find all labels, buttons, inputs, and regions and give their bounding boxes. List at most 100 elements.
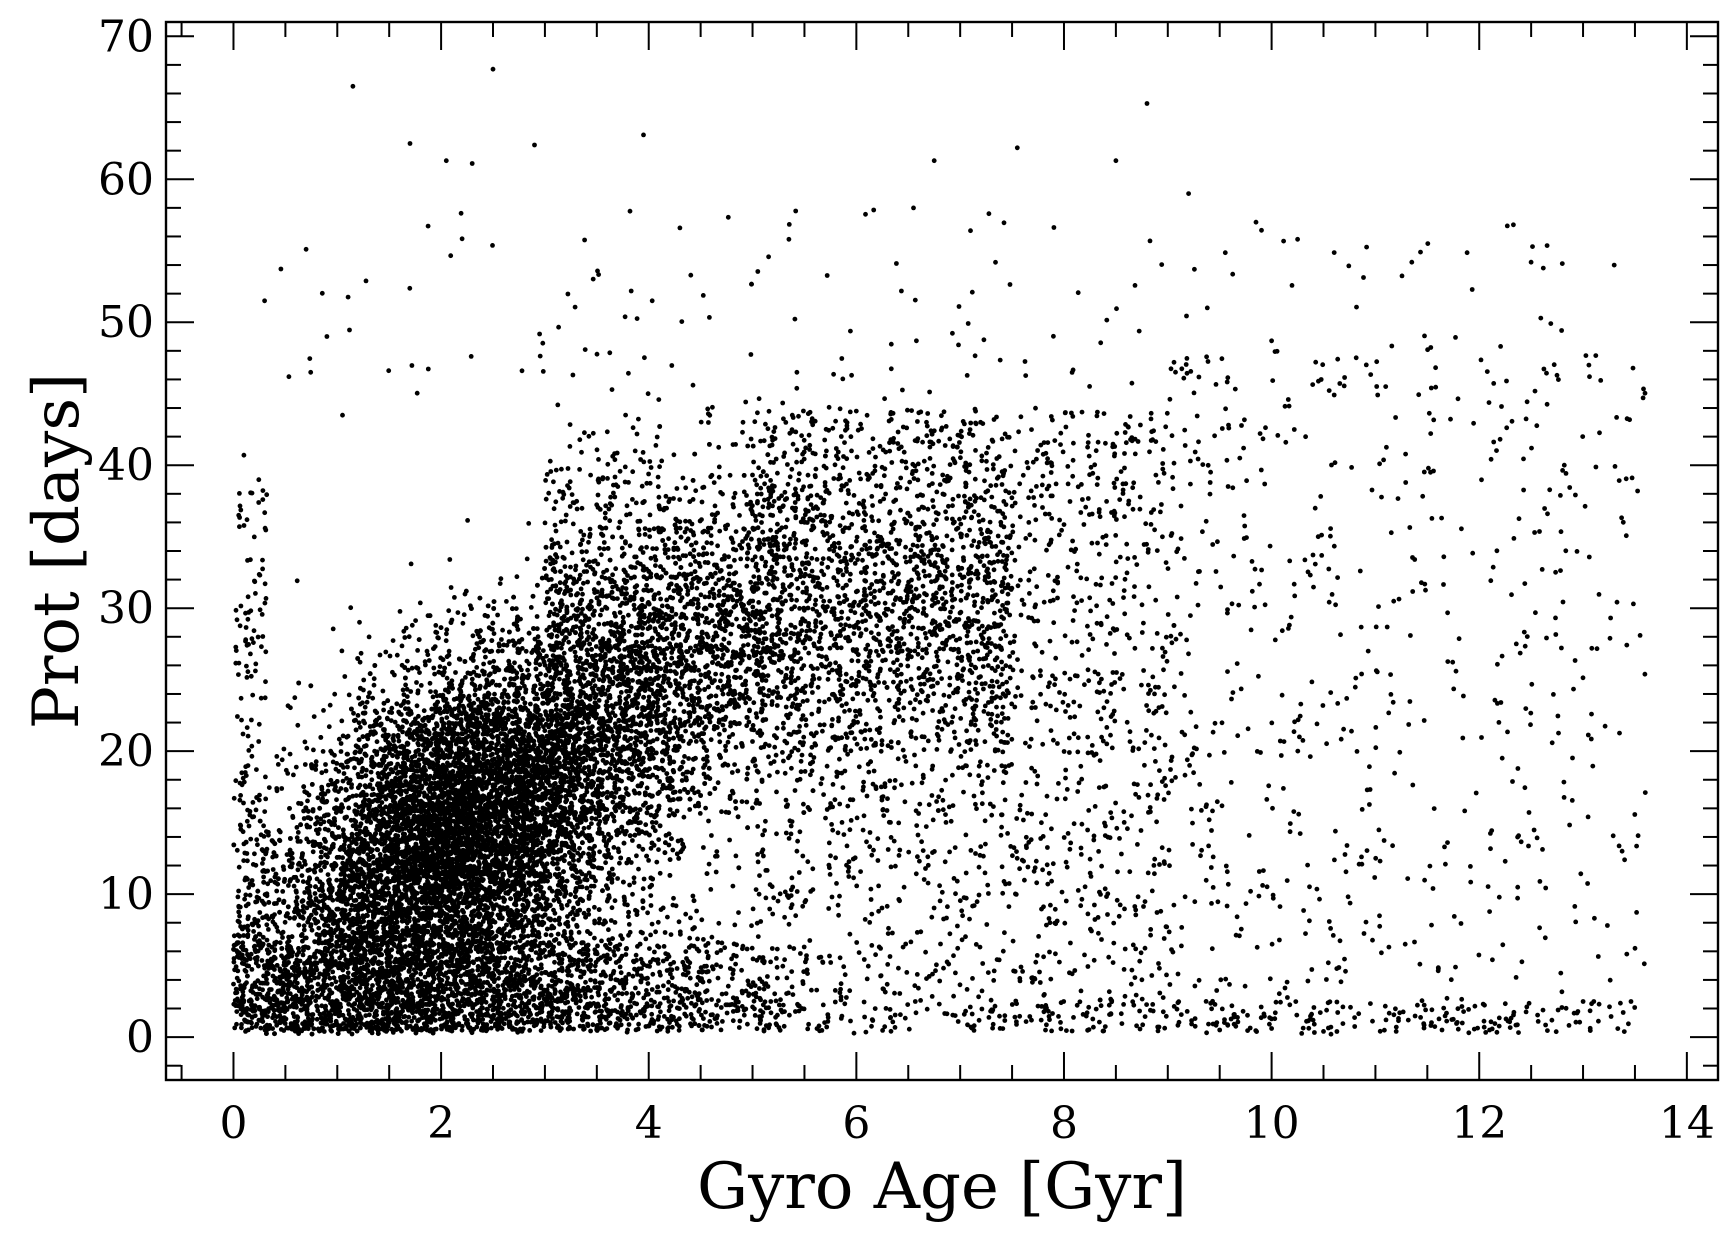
data-point	[719, 809, 724, 815]
data-point	[311, 747, 316, 753]
data-point	[833, 855, 838, 861]
data-point	[687, 807, 693, 812]
data-point	[528, 701, 533, 707]
data-point	[673, 611, 679, 617]
data-point	[707, 590, 713, 595]
data-point	[581, 825, 587, 831]
data-point	[604, 567, 610, 573]
data-point	[254, 996, 260, 1002]
data-point	[548, 932, 554, 938]
data-point	[685, 769, 691, 775]
data-point	[682, 683, 688, 689]
data-point	[487, 660, 493, 665]
data-point	[557, 608, 562, 614]
data-point	[709, 833, 714, 838]
data-point	[642, 526, 648, 531]
data-point	[914, 692, 920, 698]
data-point	[638, 739, 644, 745]
data-point	[596, 621, 602, 627]
data-point	[617, 860, 622, 866]
data-point	[601, 540, 607, 545]
data-point	[737, 513, 742, 518]
data-point	[291, 772, 296, 778]
data-point	[754, 482, 760, 488]
data-point	[806, 650, 812, 656]
data-point	[500, 627, 505, 633]
data-point	[403, 682, 408, 688]
data-point	[636, 790, 642, 796]
data-point	[722, 727, 727, 733]
data-point	[617, 694, 622, 700]
data-point	[300, 938, 305, 944]
data-point	[634, 705, 640, 711]
data-point	[656, 847, 661, 852]
data-point	[524, 556, 530, 562]
data-point	[291, 883, 297, 889]
data-point	[313, 763, 319, 768]
data-point	[631, 880, 637, 885]
data-point	[299, 873, 305, 878]
data-point	[667, 807, 673, 812]
data-point	[631, 714, 636, 720]
data-point	[795, 838, 800, 844]
data-point	[812, 602, 818, 607]
data-point	[314, 1016, 320, 1022]
data-point	[649, 820, 655, 825]
data-point	[754, 714, 760, 720]
data-point	[701, 845, 706, 850]
data-point	[380, 688, 386, 694]
data-point	[727, 837, 732, 843]
data-point	[414, 680, 419, 685]
data-point	[733, 744, 739, 750]
data-point	[801, 734, 807, 740]
data-point	[744, 563, 750, 569]
data-point	[680, 771, 686, 777]
data-point	[729, 770, 735, 775]
data-point	[610, 747, 616, 753]
data-point	[342, 674, 348, 679]
data-point	[806, 432, 812, 438]
data-point	[644, 785, 650, 791]
data-point	[764, 473, 770, 479]
data-point	[666, 700, 672, 706]
data-point	[648, 845, 654, 851]
data-point	[279, 757, 285, 763]
data-point	[723, 714, 729, 720]
data-point	[481, 661, 486, 667]
data-point	[415, 648, 420, 653]
data-point	[774, 561, 780, 566]
data-point	[610, 572, 615, 578]
data-point	[697, 811, 703, 816]
data-point	[261, 874, 266, 880]
data-point	[312, 891, 318, 896]
data-point	[676, 631, 682, 637]
data-point	[447, 557, 453, 562]
data-point	[455, 610, 461, 615]
data-point	[577, 845, 582, 851]
data-point	[557, 580, 563, 586]
data-point	[643, 651, 649, 656]
data-point	[534, 614, 540, 619]
data-point	[346, 805, 352, 811]
data-point	[641, 876, 647, 882]
data-point	[677, 789, 683, 794]
data-point	[766, 688, 772, 693]
data-point	[644, 749, 650, 755]
data-point	[623, 586, 629, 591]
data-point	[523, 648, 529, 654]
data-point	[784, 666, 790, 671]
data-point	[514, 574, 520, 580]
data-point	[316, 925, 322, 931]
data-point	[231, 795, 237, 801]
data-point	[580, 591, 585, 597]
data-point	[647, 512, 653, 518]
data-point	[643, 822, 649, 828]
data-point	[683, 518, 688, 524]
data-point	[715, 780, 721, 786]
data-point	[300, 879, 306, 884]
data-point	[306, 839, 312, 845]
data-point	[704, 615, 709, 621]
data-point	[596, 726, 602, 732]
data-point	[795, 585, 801, 591]
